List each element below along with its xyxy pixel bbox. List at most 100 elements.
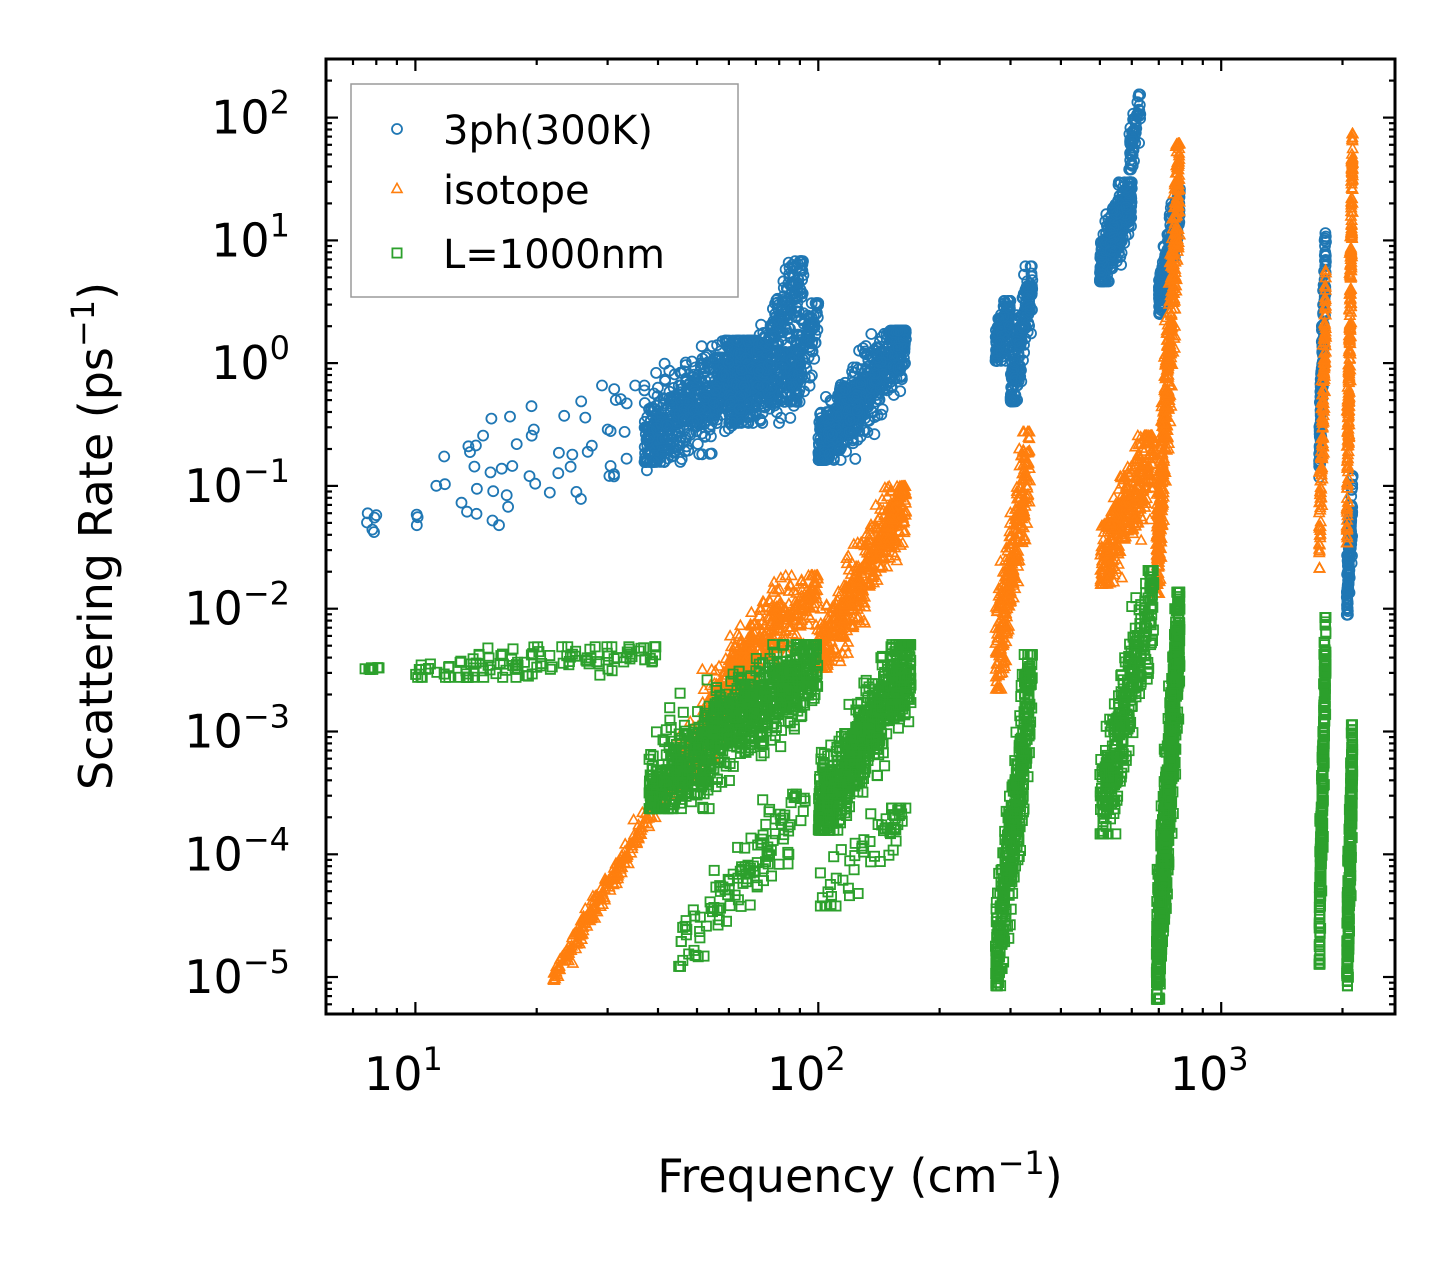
data-point xyxy=(506,460,519,472)
data-point xyxy=(564,460,577,473)
data-point xyxy=(704,447,716,460)
data-point xyxy=(729,417,742,429)
data-point xyxy=(663,391,676,404)
data-point xyxy=(650,366,662,379)
data-point xyxy=(438,450,451,463)
data-point xyxy=(677,413,689,426)
data-point xyxy=(648,450,660,463)
data-point xyxy=(527,423,540,436)
data-point xyxy=(468,460,481,473)
data-point xyxy=(699,374,712,387)
data-point xyxy=(733,402,746,415)
data-point xyxy=(502,500,515,513)
data-point xyxy=(722,357,735,370)
data-point xyxy=(430,479,443,492)
data-point xyxy=(708,351,721,364)
data-point xyxy=(727,395,740,408)
data-point xyxy=(368,526,380,538)
data-point xyxy=(720,337,733,350)
data-point xyxy=(438,478,451,491)
data-point xyxy=(464,446,476,459)
data-point xyxy=(696,427,708,440)
data-point xyxy=(707,413,720,426)
data-point xyxy=(552,467,565,480)
data-point xyxy=(477,429,490,442)
data-point xyxy=(677,408,690,421)
data-point xyxy=(361,507,374,520)
data-point xyxy=(699,430,711,443)
data-point xyxy=(609,394,622,406)
data-point xyxy=(462,440,475,453)
data-point xyxy=(411,511,424,524)
data-point xyxy=(484,466,497,479)
data-point xyxy=(682,444,695,457)
data-point xyxy=(493,519,505,532)
data-point xyxy=(370,509,383,522)
data-point xyxy=(675,379,687,392)
data-point xyxy=(543,486,556,499)
data-point xyxy=(608,383,621,396)
data-point xyxy=(461,505,473,518)
data-point xyxy=(643,431,656,444)
data-point xyxy=(710,417,723,430)
data-point xyxy=(773,417,785,429)
data-point xyxy=(691,413,703,426)
data-point xyxy=(678,365,691,378)
data-point xyxy=(658,393,671,406)
data-point xyxy=(525,429,538,442)
data-point xyxy=(679,359,692,372)
data-point xyxy=(784,411,797,424)
data-point xyxy=(656,433,669,445)
data-point xyxy=(601,423,614,436)
data-point xyxy=(629,379,642,392)
data-point xyxy=(734,369,746,382)
data-point xyxy=(720,368,732,381)
data-point xyxy=(658,357,671,370)
data-point xyxy=(659,373,671,386)
data-point xyxy=(575,395,588,408)
data-point xyxy=(618,425,631,438)
data-point xyxy=(652,381,664,394)
data-point xyxy=(603,470,616,482)
data-point xyxy=(735,417,748,429)
data-point xyxy=(525,400,538,413)
data-point xyxy=(614,393,627,406)
data-points xyxy=(359,88,1360,1005)
data-point xyxy=(585,439,598,452)
data-point xyxy=(686,371,699,384)
data-point xyxy=(731,334,743,347)
data-point xyxy=(608,470,620,483)
data-point xyxy=(707,397,720,410)
data-point xyxy=(648,403,661,416)
data-point xyxy=(579,411,592,424)
data-point xyxy=(643,403,655,415)
data-point xyxy=(734,389,747,402)
data-point xyxy=(711,377,723,390)
data-point xyxy=(510,438,523,451)
data-point xyxy=(667,446,680,459)
data-point xyxy=(747,417,759,429)
data-point xyxy=(410,519,423,532)
data-point xyxy=(657,392,670,405)
data-point xyxy=(661,419,674,432)
data-point xyxy=(500,489,513,502)
data-point xyxy=(529,477,542,490)
data-point xyxy=(722,352,735,365)
data-point xyxy=(738,380,751,392)
data-point xyxy=(641,439,654,452)
data-point xyxy=(485,412,498,425)
data-point xyxy=(650,422,663,435)
data-point xyxy=(675,453,688,466)
data-point xyxy=(575,493,587,505)
data-point xyxy=(566,448,579,461)
series-0 xyxy=(361,88,1359,621)
data-point xyxy=(596,379,608,392)
data-point xyxy=(698,366,711,379)
data-point xyxy=(687,416,700,429)
data-point xyxy=(724,398,736,411)
data-point xyxy=(688,385,700,398)
data-point xyxy=(735,363,748,376)
data-point xyxy=(639,455,652,468)
data-point xyxy=(553,446,565,459)
data-point xyxy=(470,482,483,495)
